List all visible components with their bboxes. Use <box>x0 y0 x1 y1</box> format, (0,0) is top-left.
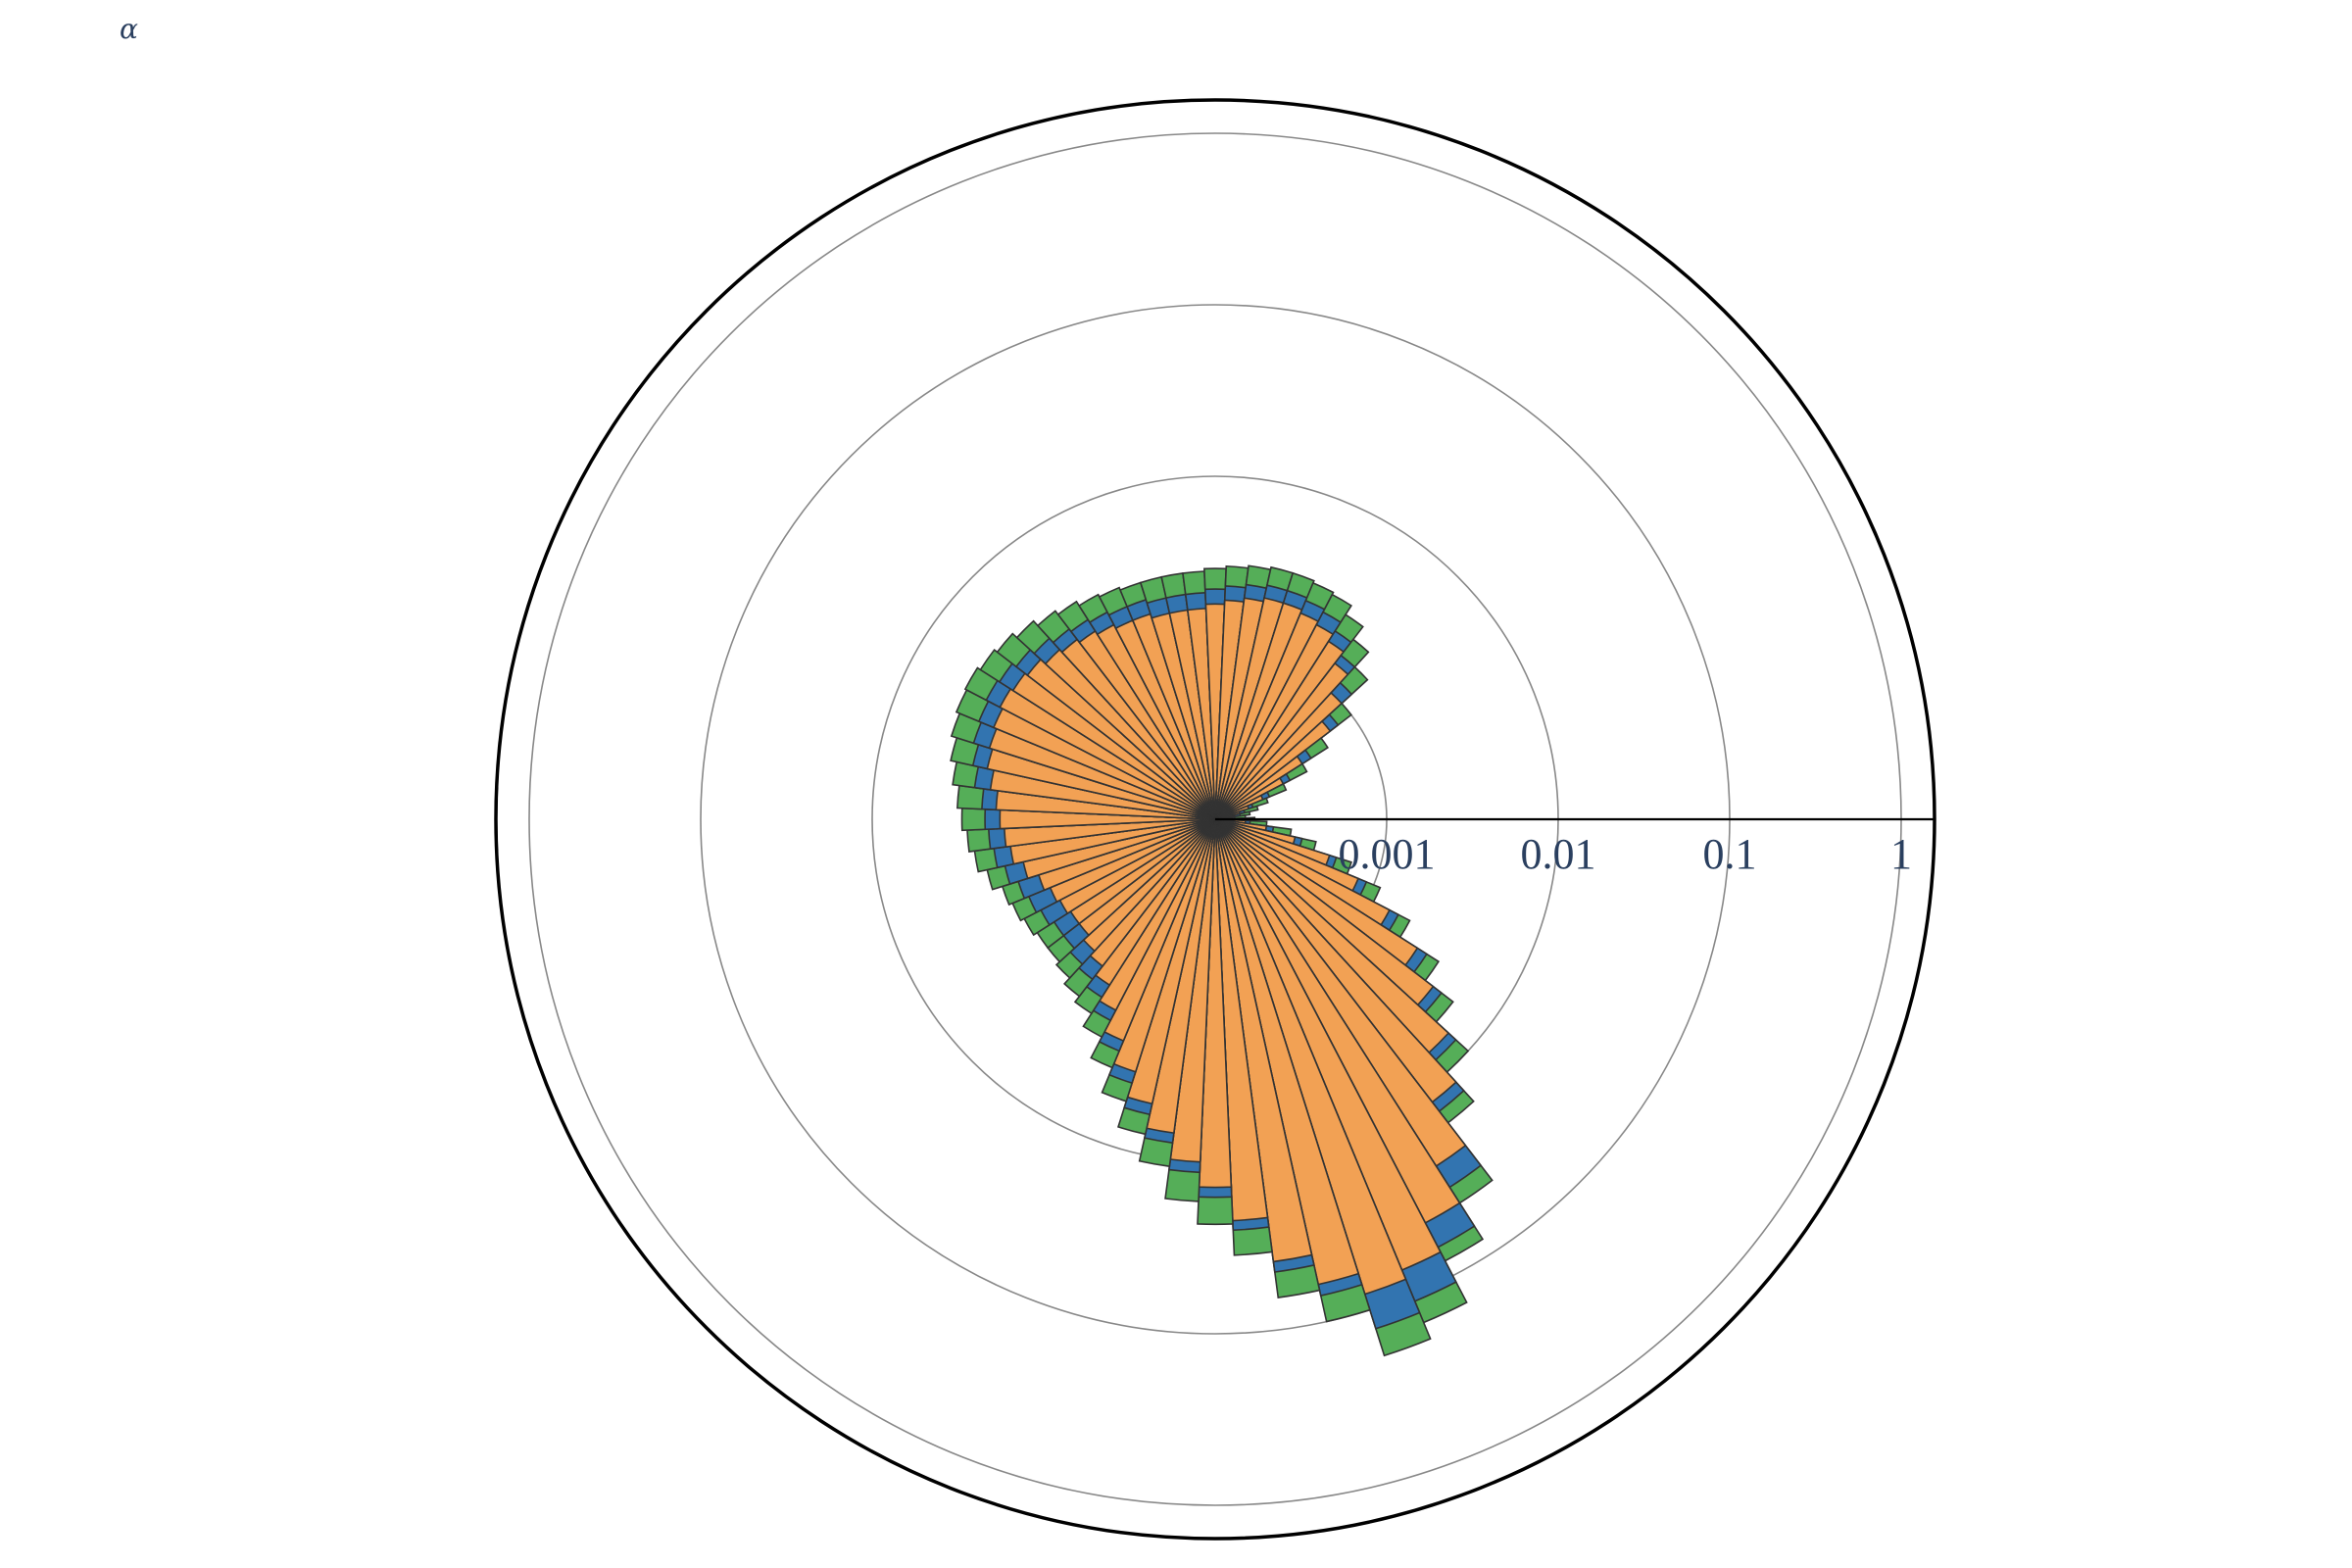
radial-tick-label: 0.1 <box>1703 830 1757 878</box>
radial-axis: 0.001 0.01 0.1 1 <box>1215 817 1935 878</box>
radial-tick-label: 0.001 <box>1339 830 1436 878</box>
radial-tick-label: 0.01 <box>1521 830 1596 878</box>
bars <box>950 564 1494 1357</box>
radial-tick-label: 1 <box>1890 830 1912 878</box>
chart-title: α <box>120 13 138 45</box>
